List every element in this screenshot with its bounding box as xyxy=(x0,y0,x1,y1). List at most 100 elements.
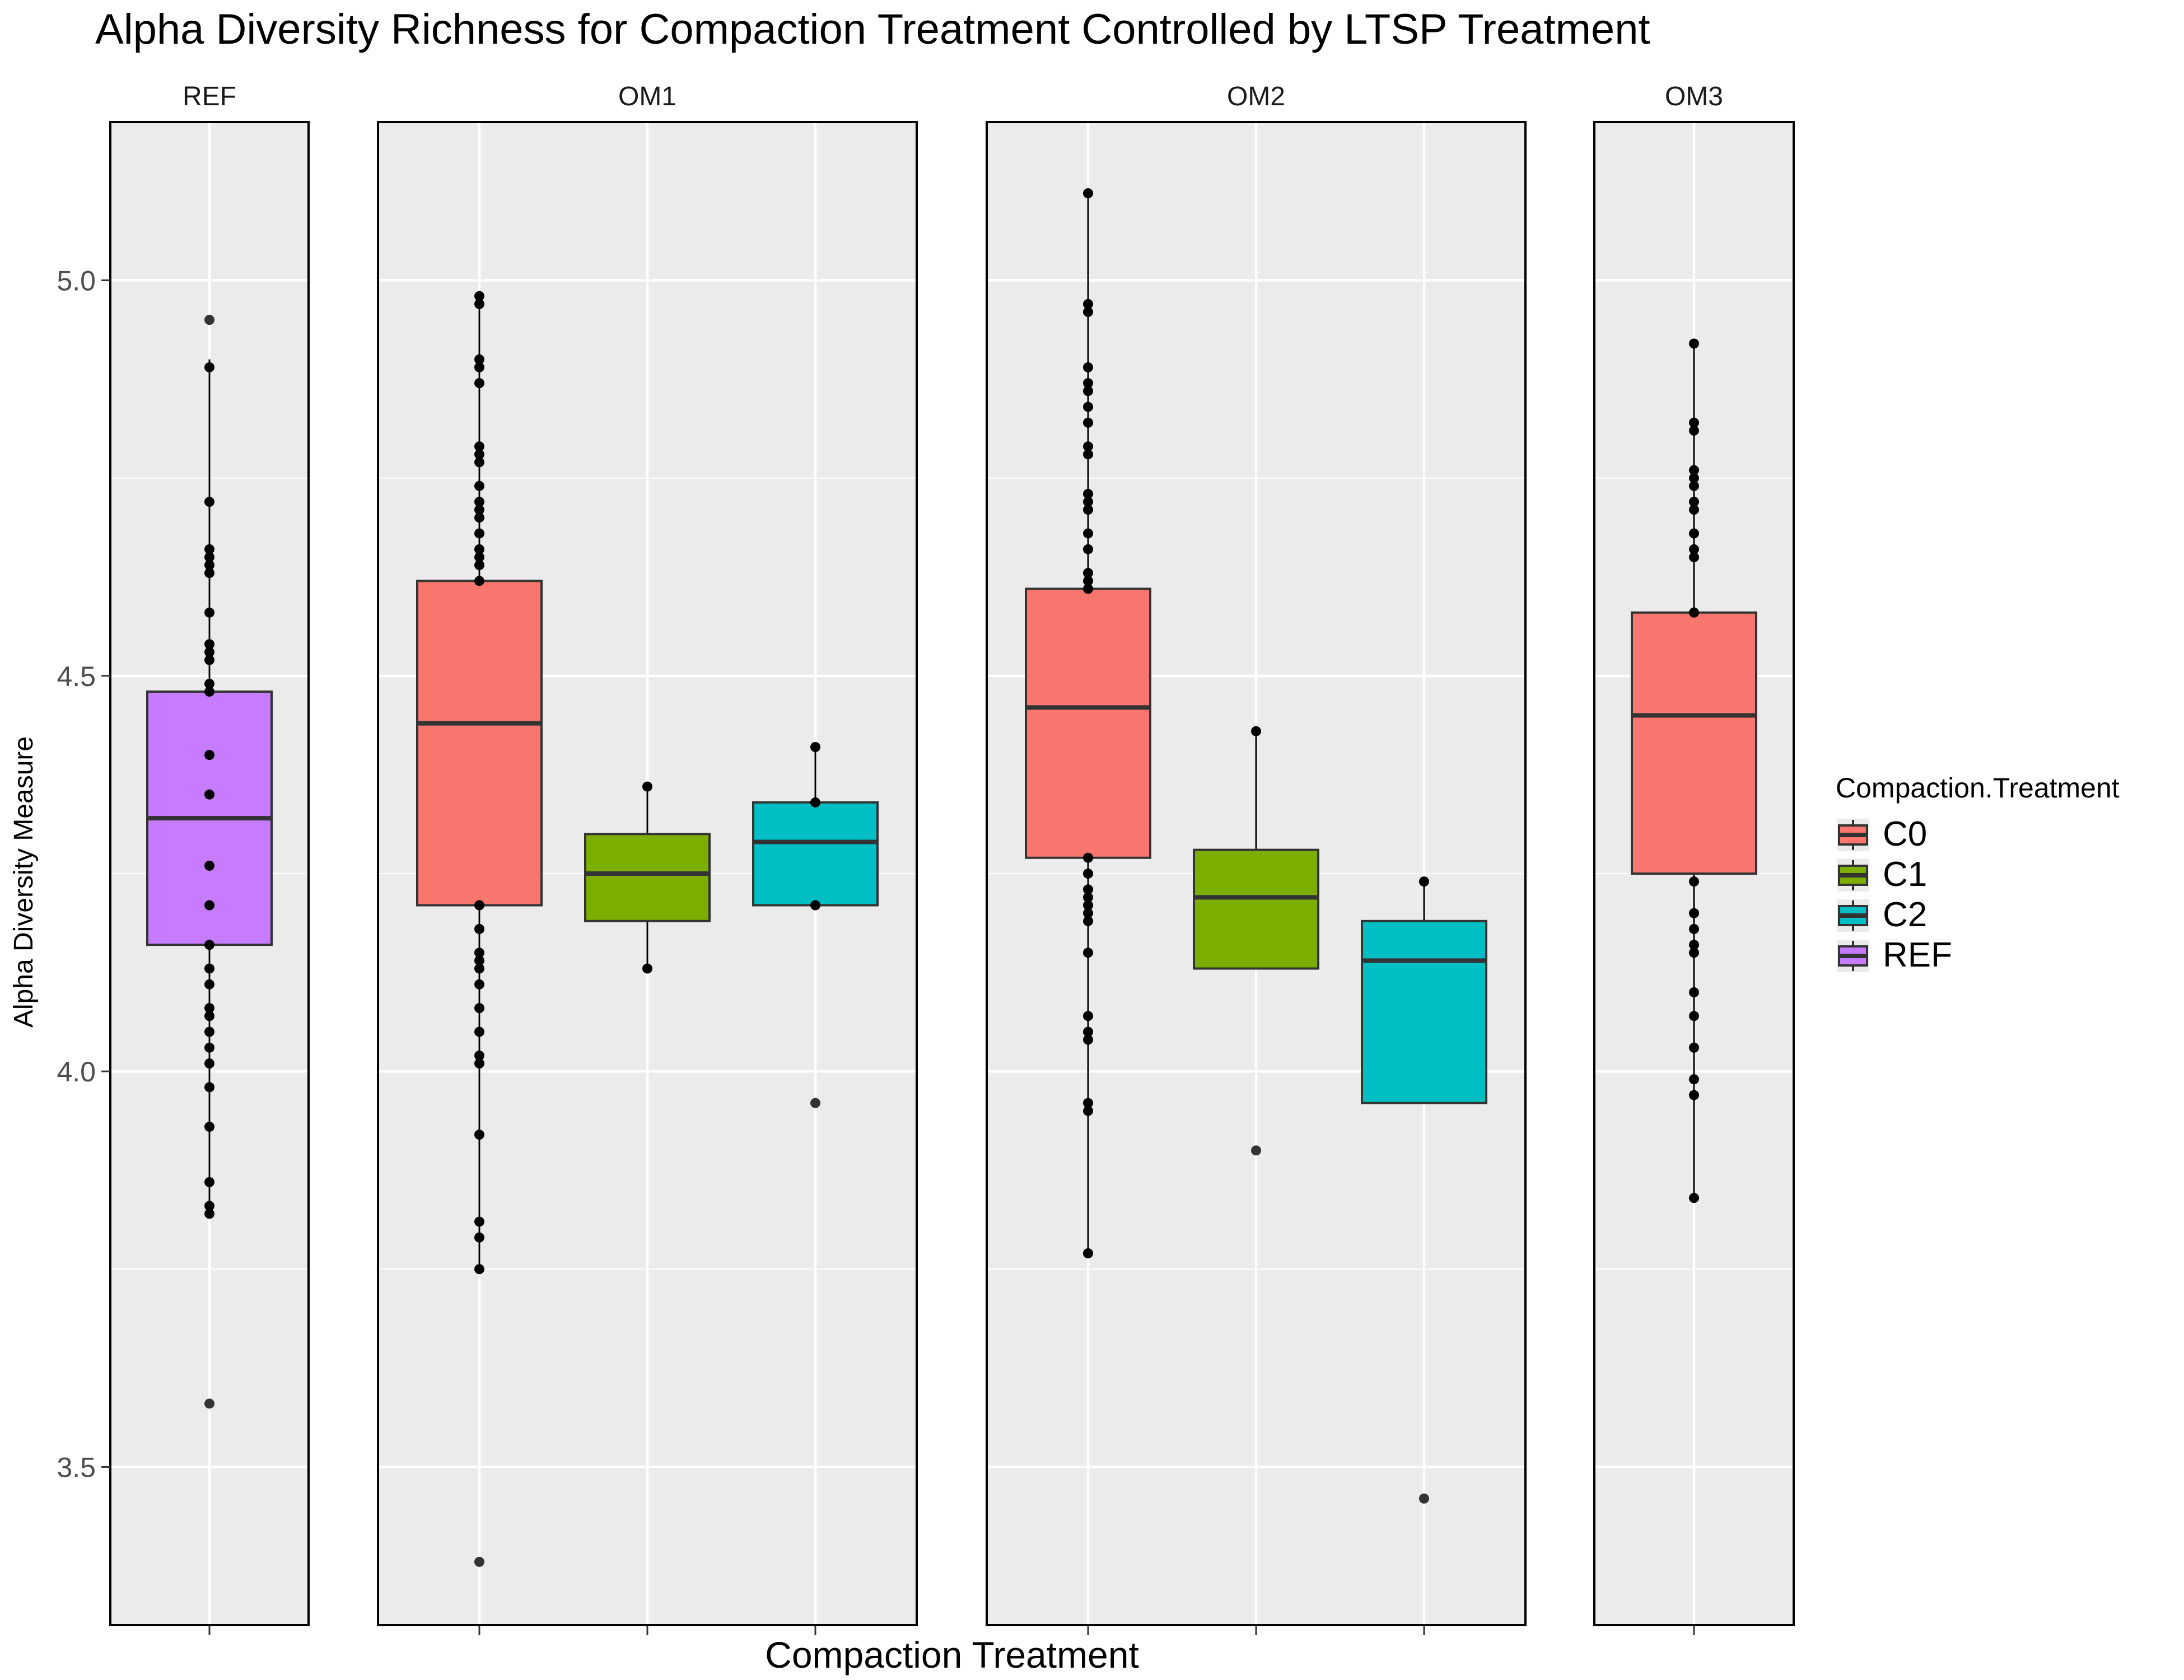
data-point xyxy=(204,1082,214,1093)
outlier-point xyxy=(474,1556,484,1567)
data-point xyxy=(1083,892,1093,903)
data-point xyxy=(1689,465,1699,475)
data-point xyxy=(474,1130,484,1140)
data-point xyxy=(204,750,214,760)
y-tick-label: 5.0 xyxy=(57,265,96,297)
data-point xyxy=(642,963,652,974)
data-point xyxy=(1689,908,1699,918)
data-point xyxy=(1083,916,1093,926)
data-point xyxy=(474,963,484,974)
data-point xyxy=(204,1011,214,1021)
data-point xyxy=(1083,497,1093,507)
data-point xyxy=(1689,1090,1699,1100)
data-point xyxy=(1083,298,1093,309)
data-point xyxy=(1083,852,1093,863)
data-point xyxy=(474,378,484,389)
data-point xyxy=(474,480,484,491)
data-point xyxy=(1689,1074,1699,1085)
data-point xyxy=(1083,441,1093,452)
box-body xyxy=(1631,611,1757,875)
facet-ref: REF xyxy=(109,82,310,1635)
data-point xyxy=(204,1177,214,1187)
facet-om1: OM1 xyxy=(377,82,918,1635)
y-axis-label: Alpha Diversity Measure xyxy=(9,736,39,1028)
data-point xyxy=(204,497,214,507)
box-body xyxy=(752,801,879,907)
facet-om2: OM2 xyxy=(986,82,1527,1635)
data-point xyxy=(1689,417,1699,428)
data-point xyxy=(1689,480,1699,491)
data-point xyxy=(204,568,214,578)
panel-border xyxy=(1593,121,1795,1626)
data-point xyxy=(204,647,214,657)
data-point xyxy=(1083,505,1093,515)
data-point xyxy=(474,505,484,515)
data-point xyxy=(204,687,214,697)
data-point xyxy=(1689,1011,1699,1021)
data-point xyxy=(1083,1034,1093,1045)
box-om2-c2 xyxy=(1361,876,1487,1504)
facet-om3: OM3 xyxy=(1593,82,1795,1635)
data-point xyxy=(1083,584,1093,594)
data-point xyxy=(1689,528,1699,539)
data-point xyxy=(474,354,484,365)
facet-panels: REF OM1 OM2 OM3 xyxy=(109,82,1795,1635)
data-point xyxy=(474,1058,484,1069)
data-point xyxy=(810,900,820,911)
data-point xyxy=(474,955,484,966)
y-tick-label: 3.5 xyxy=(57,1452,96,1483)
strip-label: OM3 xyxy=(1665,82,1723,111)
data-point xyxy=(1083,1248,1093,1259)
data-point xyxy=(204,1122,214,1132)
box-om3-c0 xyxy=(1631,338,1757,1203)
data-point xyxy=(1083,1098,1093,1108)
data-point xyxy=(1083,528,1093,539)
legend-label: C0 xyxy=(1883,815,1927,853)
panel-border xyxy=(986,121,1527,1626)
data-point xyxy=(810,741,820,752)
box-body xyxy=(1025,587,1151,859)
data-point xyxy=(474,441,484,452)
data-point xyxy=(204,560,214,571)
panel-border xyxy=(109,121,310,1626)
outlier-point xyxy=(204,315,214,325)
data-point xyxy=(1251,726,1261,736)
outlier-point xyxy=(1251,1145,1261,1156)
legend-title: Compaction.Treatment xyxy=(1836,772,2120,804)
data-point xyxy=(1689,948,1699,958)
legend-label: REF xyxy=(1883,936,1952,974)
data-point xyxy=(1083,948,1093,958)
data-point xyxy=(204,1003,214,1014)
data-point xyxy=(204,607,214,618)
panel-border xyxy=(377,121,918,1626)
data-point xyxy=(204,979,214,990)
data-point xyxy=(204,544,214,554)
data-point xyxy=(1689,338,1699,349)
data-point xyxy=(474,1003,484,1014)
chart-title: Alpha Diversity Richness for Compaction … xyxy=(95,6,1650,53)
data-point xyxy=(1689,1042,1699,1053)
data-point xyxy=(474,1050,484,1061)
data-point xyxy=(474,544,484,554)
data-point xyxy=(1083,362,1093,372)
data-point xyxy=(1689,497,1699,507)
data-point xyxy=(1083,544,1093,554)
data-point xyxy=(474,298,484,309)
data-point xyxy=(1083,488,1093,499)
data-point xyxy=(204,639,214,650)
data-point xyxy=(204,1042,214,1053)
data-point xyxy=(474,528,484,539)
outlier-point xyxy=(810,1098,820,1108)
data-point xyxy=(474,560,484,571)
y-tick-label: 4.0 xyxy=(57,1056,96,1088)
data-point xyxy=(1689,473,1699,483)
data-point xyxy=(474,512,484,523)
strip-label: OM1 xyxy=(618,82,676,111)
box-body xyxy=(1361,920,1487,1104)
data-point xyxy=(1083,1011,1093,1021)
data-point xyxy=(474,362,484,372)
data-point xyxy=(204,1026,214,1037)
box-body xyxy=(1193,848,1319,970)
